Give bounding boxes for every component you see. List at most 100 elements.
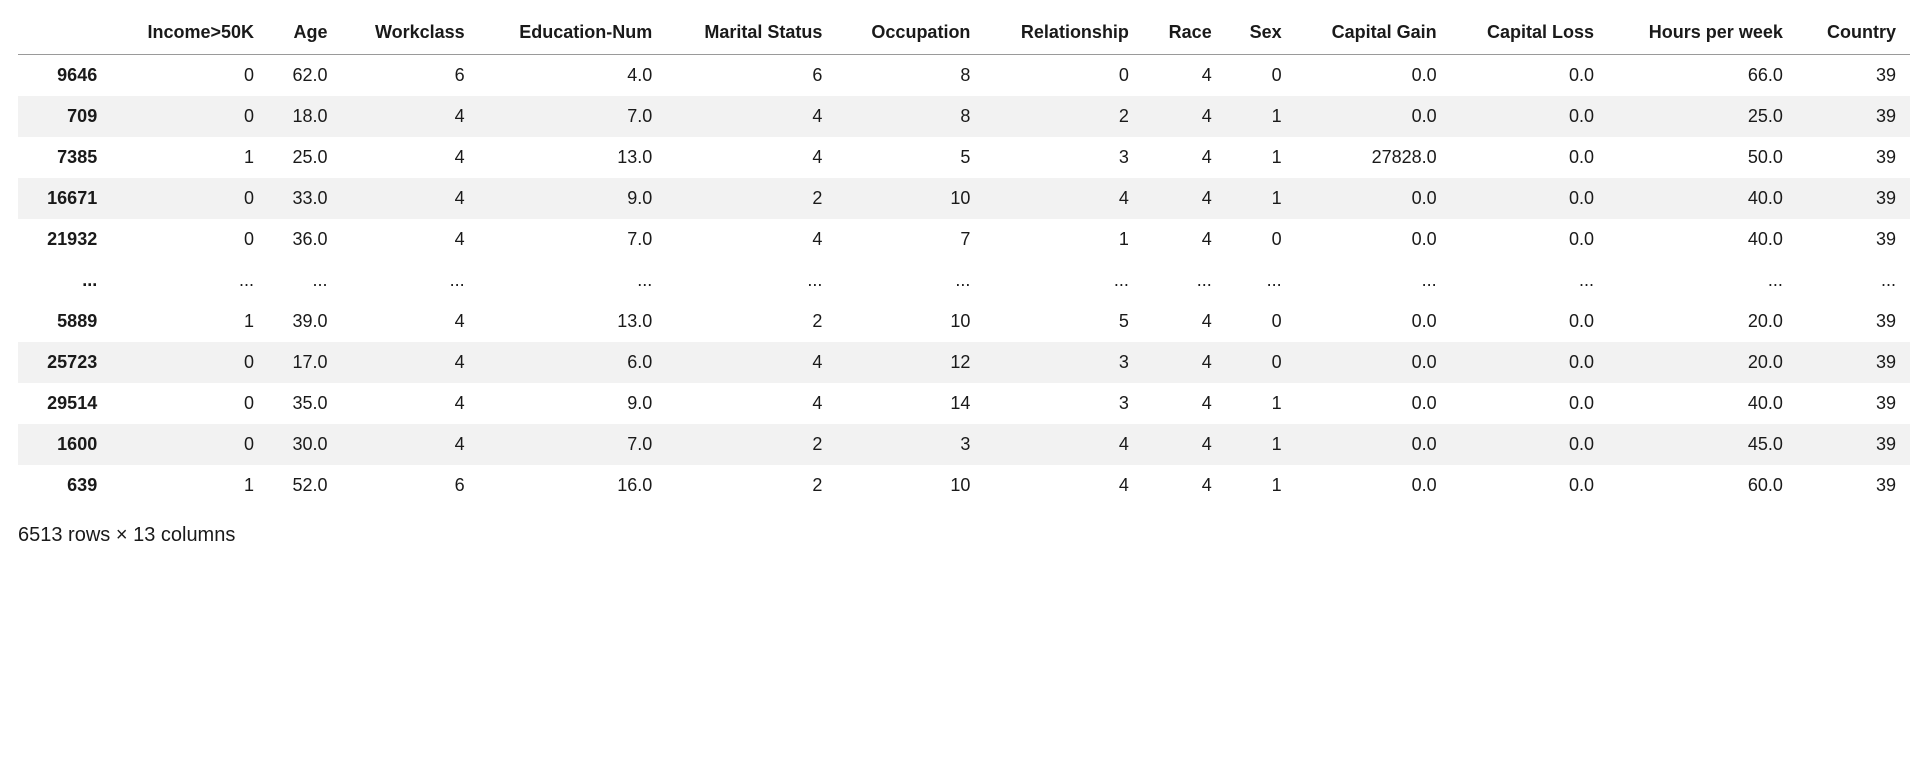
cell: ... <box>111 260 268 301</box>
row-index: 21932 <box>18 219 111 260</box>
cell: ... <box>479 260 667 301</box>
cell: 4.0 <box>479 54 667 96</box>
cell: 0.0 <box>1296 301 1451 342</box>
cell: 5 <box>984 301 1143 342</box>
index-header <box>18 12 111 54</box>
cell: 12 <box>836 342 984 383</box>
table-row: 639 1 52.0 6 16.0 2 10 4 4 1 0.0 0.0 60.… <box>18 465 1910 506</box>
cell: 2 <box>984 96 1143 137</box>
cell: 6.0 <box>479 342 667 383</box>
cell: 0.0 <box>1451 178 1608 219</box>
cell: 10 <box>836 465 984 506</box>
shape-caption: 6513 rows × 13 columns <box>18 524 1910 547</box>
row-index: 709 <box>18 96 111 137</box>
cell: 4 <box>1143 96 1226 137</box>
cell: 1 <box>1226 178 1296 219</box>
cell: 4 <box>984 424 1143 465</box>
row-index: 25723 <box>18 342 111 383</box>
cell: ... <box>836 260 984 301</box>
cell: 0 <box>984 54 1143 96</box>
cell: 33.0 <box>268 178 341 219</box>
cell: 0 <box>1226 54 1296 96</box>
cell: ... <box>984 260 1143 301</box>
table-row: 25723 0 17.0 4 6.0 4 12 3 4 0 0.0 0.0 20… <box>18 342 1910 383</box>
cell: 39 <box>1797 219 1910 260</box>
cell: 0.0 <box>1451 137 1608 178</box>
table-row: 16671 0 33.0 4 9.0 2 10 4 4 1 0.0 0.0 40… <box>18 178 1910 219</box>
cell: 4 <box>341 301 478 342</box>
cell: 2 <box>666 178 836 219</box>
cell: 10 <box>836 301 984 342</box>
table-row: 9646 0 62.0 6 4.0 6 8 0 4 0 0.0 0.0 66.0… <box>18 54 1910 96</box>
cell: 62.0 <box>268 54 341 96</box>
cell: 0.0 <box>1451 383 1608 424</box>
table-row: 5889 1 39.0 4 13.0 2 10 5 4 0 0.0 0.0 20… <box>18 301 1910 342</box>
cell: 0.0 <box>1451 301 1608 342</box>
col-header: Age <box>268 12 341 54</box>
cell: 4 <box>666 342 836 383</box>
col-header: Marital Status <box>666 12 836 54</box>
cell: 7 <box>836 219 984 260</box>
cell: 4 <box>666 219 836 260</box>
col-header: Race <box>1143 12 1226 54</box>
cell: 4 <box>341 219 478 260</box>
cell: ... <box>1226 260 1296 301</box>
cell: 0 <box>1226 342 1296 383</box>
cell: ... <box>1143 260 1226 301</box>
row-index: 29514 <box>18 383 111 424</box>
cell: 4 <box>1143 465 1226 506</box>
cell: 39 <box>1797 383 1910 424</box>
cell: 0 <box>111 424 268 465</box>
cell: 20.0 <box>1608 301 1797 342</box>
cell: 40.0 <box>1608 178 1797 219</box>
cell: 0.0 <box>1451 96 1608 137</box>
cell: 52.0 <box>268 465 341 506</box>
cell: 4 <box>1143 178 1226 219</box>
cell: 1 <box>1226 383 1296 424</box>
cell: 25.0 <box>1608 96 1797 137</box>
cell: ... <box>666 260 836 301</box>
cell: 1 <box>111 137 268 178</box>
col-header: Occupation <box>836 12 984 54</box>
cell: 8 <box>836 96 984 137</box>
cell: 5 <box>836 137 984 178</box>
cell: 0 <box>111 219 268 260</box>
cell: 17.0 <box>268 342 341 383</box>
cell: 1 <box>111 301 268 342</box>
table-row: 21932 0 36.0 4 7.0 4 7 1 4 0 0.0 0.0 40.… <box>18 219 1910 260</box>
cell: 4 <box>666 137 836 178</box>
col-header: Relationship <box>984 12 1143 54</box>
cell: 0.0 <box>1451 424 1608 465</box>
cell: 0.0 <box>1296 96 1451 137</box>
cell: 39 <box>1797 342 1910 383</box>
row-index: 16671 <box>18 178 111 219</box>
dataframe-table: Income>50K Age Workclass Education-Num M… <box>18 12 1910 506</box>
cell: 4 <box>1143 424 1226 465</box>
cell: 4 <box>984 465 1143 506</box>
cell: 4 <box>984 178 1143 219</box>
cell: 0.0 <box>1451 219 1608 260</box>
cell: 1 <box>1226 96 1296 137</box>
cell: 1 <box>1226 465 1296 506</box>
cell: 4 <box>1143 219 1226 260</box>
row-index: 9646 <box>18 54 111 96</box>
cell: 0 <box>111 178 268 219</box>
cell: 0.0 <box>1296 383 1451 424</box>
cell: 2 <box>666 424 836 465</box>
table-row: 7385 1 25.0 4 13.0 4 5 3 4 1 27828.0 0.0… <box>18 137 1910 178</box>
cell: 0.0 <box>1451 342 1608 383</box>
col-header: Country <box>1797 12 1910 54</box>
cell: 7.0 <box>479 424 667 465</box>
cell: 4 <box>1143 54 1226 96</box>
table-row: 709 0 18.0 4 7.0 4 8 2 4 1 0.0 0.0 25.0 … <box>18 96 1910 137</box>
table-row-ellipsis: ... ... ... ... ... ... ... ... ... ... … <box>18 260 1910 301</box>
cell: 50.0 <box>1608 137 1797 178</box>
col-header: Workclass <box>341 12 478 54</box>
cell: 1 <box>1226 424 1296 465</box>
cell: ... <box>341 260 478 301</box>
cell: 0.0 <box>1451 54 1608 96</box>
cell: 0 <box>1226 301 1296 342</box>
cell: 4 <box>341 137 478 178</box>
cell: 66.0 <box>1608 54 1797 96</box>
cell: 39 <box>1797 54 1910 96</box>
